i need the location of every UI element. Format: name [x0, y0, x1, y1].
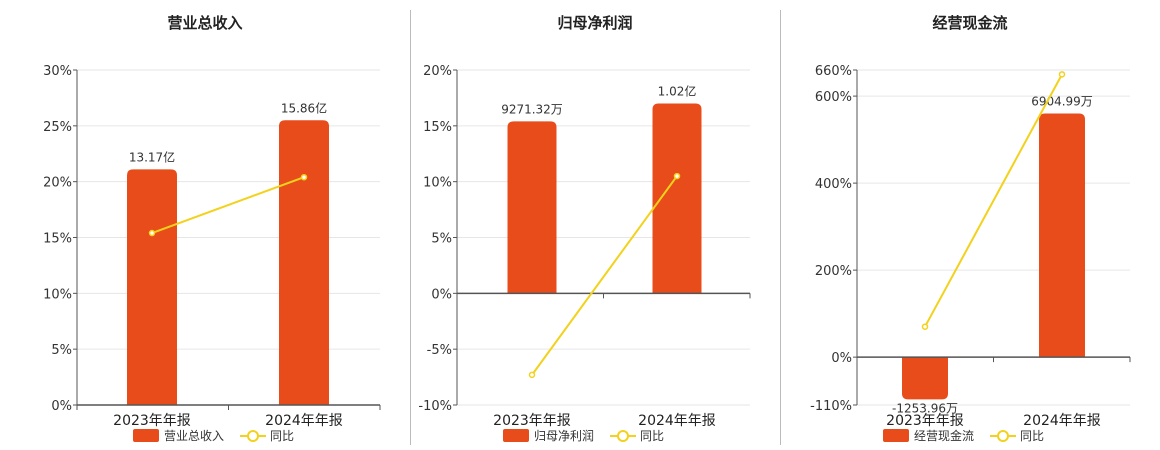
yoy-point	[673, 172, 681, 180]
chart-title: 归母净利润	[557, 14, 633, 32]
chart-legend: 营业总收入 同比	[133, 427, 294, 444]
x-tick-label: 2024年年报	[265, 413, 343, 429]
legend-line-label: 同比	[640, 429, 665, 443]
bar	[902, 357, 948, 400]
y-tick-label: 30%	[43, 64, 72, 79]
line-swatch-icon	[990, 429, 1017, 442]
x-tick-label: 2023年年报	[113, 413, 191, 429]
y-tick-label: 0%	[431, 287, 452, 302]
x-tick-label: 2024年年报	[1023, 413, 1101, 429]
bar-value-label: 9271.32万	[501, 102, 563, 116]
y-tick-label: 20%	[43, 176, 72, 191]
cash-flow-chart-panel: 经营现金流 660% 600% 400% 200% 0% -110% -1253.96万 69…	[780, 0, 1160, 450]
bar-swatch-icon	[133, 429, 159, 442]
panel-divider	[410, 10, 411, 445]
yoy-point	[148, 229, 156, 237]
yoy-point	[1058, 71, 1066, 78]
net-profit-chart: 20% 15% 10% 5% 0% -5% -10% 9271.32万 1.02亿 2023年年报…	[418, 64, 751, 429]
bar	[1039, 113, 1085, 358]
y-tick-label: -10%	[418, 399, 452, 414]
legend-bar-label: 营业总收入	[164, 429, 225, 443]
line-swatch-icon	[240, 429, 267, 442]
y-tick-label: 25%	[43, 120, 72, 135]
chart-legend: 归母净利润 同比	[503, 427, 664, 444]
revenue-chart-panel: 营业总收入 30% 25% 20% 15% 10% 5% 0% 13.17亿 15.86亿 202…	[0, 0, 410, 450]
net-profit-chart-panel: 归母净利润 20% 15% 10% 5% 0% -5% -10% 9271.32万 1.02亿 2…	[410, 0, 780, 450]
chart-title: 营业总收入	[167, 14, 243, 32]
bar	[652, 103, 702, 294]
revenue-chart: 30% 25% 20% 15% 10% 5% 0% 13.17亿 15.86亿 2023年年报 20…	[43, 64, 381, 429]
chart-title: 经营现金流	[932, 14, 1008, 32]
bar-swatch-icon	[503, 429, 529, 442]
y-tick-label: 200%	[815, 264, 852, 279]
bar-value-label: 15.86亿	[281, 100, 327, 115]
y-tick-label: 600%	[815, 90, 852, 105]
yoy-line	[151, 176, 305, 234]
yoy-point	[300, 173, 308, 181]
legend-line-label: 同比	[1020, 429, 1045, 443]
y-tick-label: 10%	[43, 287, 72, 302]
yoy-line	[531, 175, 678, 376]
y-tick-label: 10%	[423, 176, 452, 191]
cash-flow-chart: 660% 600% 400% 200% 0% -110% -1253.96万 6904.99万…	[810, 64, 1131, 429]
y-tick-label: 0%	[831, 351, 852, 366]
bar-swatch-icon	[883, 429, 909, 442]
bar-value-label: 1.02亿	[658, 84, 697, 99]
bar	[507, 121, 557, 294]
bar-value-label: 6904.99万	[1031, 95, 1093, 109]
y-tick-label: 5%	[431, 232, 452, 247]
yoy-point	[528, 371, 536, 379]
y-tick-label: 15%	[43, 232, 72, 247]
bar	[279, 120, 329, 405]
yoy-line	[924, 73, 1063, 328]
y-tick-label: 15%	[423, 120, 452, 135]
y-tick-label: -5%	[427, 343, 452, 358]
x-tick-label: 2024年年报	[638, 413, 716, 429]
legend-line-label: 同比	[270, 429, 295, 443]
panel-divider	[780, 10, 781, 445]
legend-bar-label: 经营现金流	[914, 429, 975, 443]
x-tick-label: 2023年年报	[493, 413, 571, 429]
y-tick-label: 660%	[815, 64, 852, 79]
yoy-point	[921, 323, 929, 330]
line-swatch-icon	[610, 429, 637, 442]
bar-value-label: -1253.96万	[892, 401, 958, 415]
bar-value-label: 13.17亿	[129, 149, 175, 164]
legend-bar-label: 归母净利润	[534, 429, 595, 443]
chart-legend: 经营现金流 同比	[883, 427, 1044, 444]
y-tick-label: 0%	[51, 399, 72, 414]
y-tick-label: 400%	[815, 177, 852, 192]
y-tick-label: 5%	[51, 343, 72, 358]
y-tick-label: 20%	[423, 64, 452, 79]
bar	[127, 169, 177, 405]
x-tick-label: 2023年年报	[886, 413, 964, 429]
y-tick-label: -110%	[810, 399, 852, 414]
